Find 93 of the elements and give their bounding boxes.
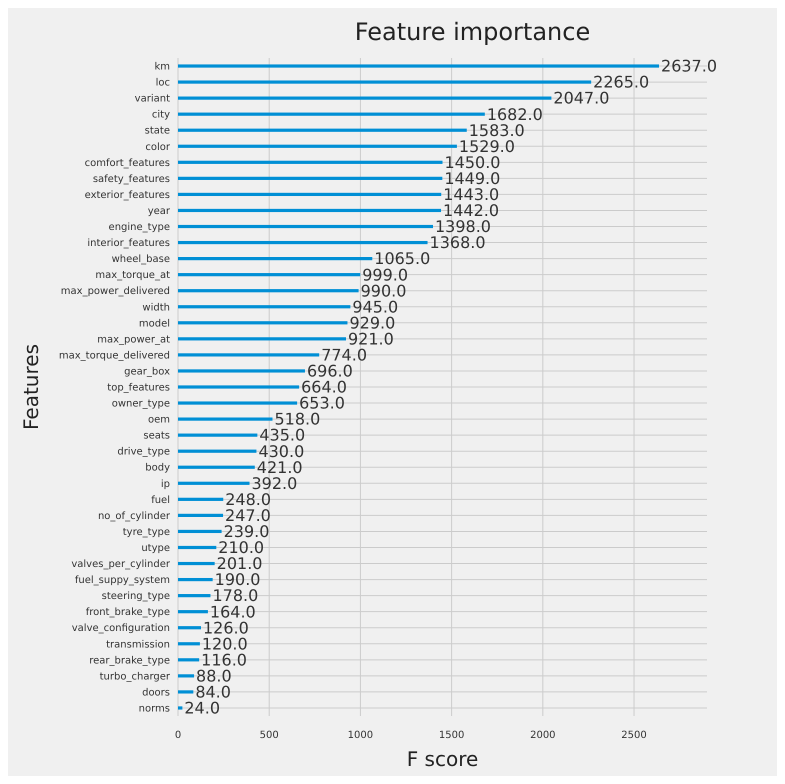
y-tick-label: city — [152, 110, 170, 121]
x-tick-label: 1000 — [348, 730, 374, 741]
x-tick-label: 0 — [174, 730, 182, 741]
y-tick-label: year — [148, 206, 171, 217]
y-tick-label: comfort_features — [84, 158, 170, 169]
y-tick-label: valves_per_cylinder — [71, 559, 171, 570]
bar — [178, 224, 434, 228]
y-tick-label: max_torque_delivered — [58, 350, 170, 362]
bar — [178, 385, 300, 389]
bar — [178, 562, 215, 566]
y-tick-label: model — [138, 318, 170, 330]
bar — [178, 289, 359, 292]
y-tick-label: norms — [138, 703, 170, 714]
bar — [178, 305, 350, 308]
bar — [178, 658, 200, 662]
bar — [178, 450, 256, 453]
bar — [178, 240, 428, 244]
data-label: 774.0 — [321, 346, 367, 364]
bar — [178, 160, 442, 164]
y-tick-label: state — [144, 126, 170, 137]
bar — [178, 482, 250, 485]
bar — [178, 434, 258, 437]
y-tick-label: drive_type — [117, 446, 170, 458]
bar — [178, 642, 200, 646]
bar — [178, 578, 213, 582]
bar — [178, 64, 660, 68]
bar — [178, 176, 442, 180]
bar — [178, 321, 348, 324]
y-tick-label: turbo_charger — [100, 671, 171, 682]
bar — [178, 337, 346, 340]
y-tick-label: no_of_cylinder — [98, 510, 171, 522]
bar — [178, 417, 272, 421]
chart-title: Feature importance — [354, 18, 590, 46]
y-tick-label: engine_type — [108, 222, 170, 234]
bar — [178, 466, 255, 469]
x-axis-title: F score — [406, 747, 478, 771]
x-tick-label: 2500 — [621, 730, 647, 741]
y-tick-label: top_features — [107, 382, 170, 394]
y-tick-label: exterior_features — [84, 190, 170, 201]
y-tick-label: tyre_type — [122, 526, 170, 538]
y-tick-label: color — [145, 142, 171, 153]
bar — [178, 128, 467, 132]
bar — [178, 674, 194, 678]
bar — [178, 401, 298, 405]
y-tick-label: variant — [134, 94, 170, 105]
y-tick-label: fuel_suppy_system — [74, 575, 170, 586]
y-tick-label: rear_brake_type — [89, 655, 170, 666]
y-tick-label: max_power_delivered — [60, 286, 170, 298]
bar — [178, 690, 194, 694]
data-label: 2637.0 — [661, 56, 718, 76]
bar — [178, 369, 305, 373]
bar — [178, 112, 485, 116]
y-tick-label: front_brake_type — [86, 607, 170, 618]
y-tick-label: safety_features — [92, 174, 170, 185]
y-tick-label: body — [145, 462, 170, 474]
bar — [178, 610, 208, 614]
bar — [178, 144, 457, 148]
bar — [178, 353, 320, 357]
bar — [178, 546, 216, 550]
bar — [178, 96, 552, 100]
bar — [178, 706, 182, 710]
bar — [178, 594, 210, 598]
bar — [178, 514, 224, 517]
bar — [178, 208, 442, 212]
y-tick-label: interior_features — [87, 238, 170, 250]
bar — [178, 80, 592, 84]
y-tick-label: seats — [143, 430, 170, 442]
y-tick-label: steering_type — [102, 591, 170, 602]
bar — [178, 192, 442, 196]
y-tick-label: ip — [160, 478, 170, 490]
y-tick-label: valve_configuration — [72, 623, 170, 634]
y-tick-label: doors — [142, 687, 170, 698]
y-tick-label: width — [142, 302, 170, 314]
y-tick-label: wheel_base — [112, 254, 170, 266]
y-tick-label: transmission — [106, 639, 170, 650]
bar — [178, 498, 224, 501]
bar — [178, 626, 201, 630]
y-tick-label: gear_box — [124, 366, 170, 378]
bar — [178, 273, 360, 276]
x-tick-label: 500 — [260, 730, 279, 741]
y-tick-label: max_torque_at — [95, 270, 170, 282]
x-tick-label: 2000 — [530, 730, 556, 741]
y-tick-label: km — [154, 62, 170, 73]
y-tick-label: loc — [156, 78, 170, 89]
bar — [178, 530, 222, 534]
bar — [178, 257, 372, 260]
y-tick-label: owner_type — [112, 398, 170, 410]
y-axis-title: Features — [19, 344, 43, 430]
y-tick-label: oem — [148, 414, 170, 426]
y-tick-label: utype — [141, 542, 170, 554]
x-tick-label: 1500 — [438, 730, 464, 741]
y-tick-label: max_power_at — [97, 334, 170, 346]
y-tick-label: fuel — [151, 494, 170, 506]
